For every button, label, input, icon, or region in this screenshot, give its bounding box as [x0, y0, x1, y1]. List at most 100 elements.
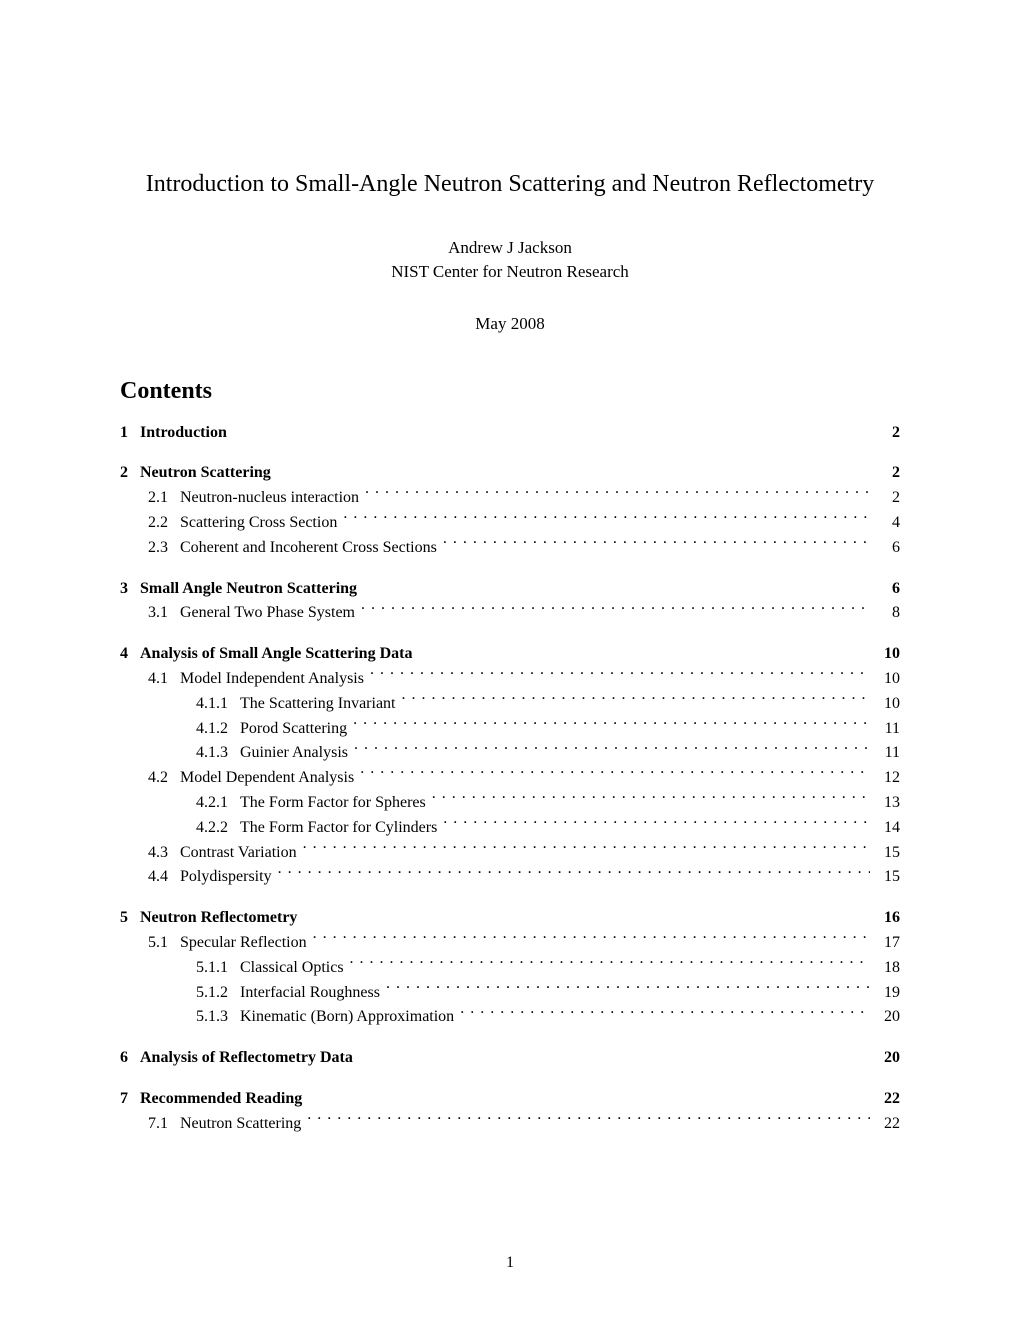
toc-number: 5.1.3 — [196, 1005, 228, 1030]
affiliation: NIST Center for Neutron Research — [120, 262, 900, 282]
toc-row: 1 Introduction 2 — [120, 421, 900, 446]
toc-number: 7.1 — [148, 1112, 168, 1137]
toc-dots — [370, 667, 870, 683]
toc-number: 5 — [120, 906, 128, 931]
toc-page: 8 — [876, 601, 900, 626]
toc-number: 4 — [120, 642, 128, 667]
toc-page: 12 — [876, 766, 900, 791]
toc-number: 7 — [120, 1087, 128, 1112]
toc-number: 5.1.2 — [196, 981, 228, 1006]
toc-number: 5.1.1 — [196, 956, 228, 981]
toc-row: 4.3 Contrast Variation 15 — [120, 841, 900, 866]
toc-label: The Form Factor for Cylinders — [240, 816, 437, 841]
toc-row: 3.1 General Two Phase System 8 — [120, 601, 900, 626]
toc-dots — [350, 956, 870, 972]
toc-label: Scattering Cross Section — [180, 511, 337, 536]
toc-label: Polydispersity — [180, 865, 272, 890]
toc-dots — [303, 841, 870, 857]
toc-number: 4.2.1 — [196, 791, 228, 816]
toc-row: 4.2Model Dependent Analysis12 — [120, 766, 900, 791]
toc-label: Guinier Analysis — [240, 741, 348, 766]
toc-label: Model Independent Analysis — [180, 667, 364, 692]
toc-page: 6 — [876, 536, 900, 561]
toc-label: Introduction — [140, 421, 227, 446]
toc-row: 4.2.1The Form Factor for Spheres13 — [120, 791, 900, 816]
toc-row: 5.1.1Classical Optics18 — [120, 956, 900, 981]
toc-page: 17 — [876, 931, 900, 956]
toc-number: 2.1 — [148, 486, 168, 511]
toc-number: 5.1 — [148, 931, 168, 956]
toc-dots — [360, 766, 870, 782]
author: Andrew J Jackson — [120, 238, 900, 258]
toc-number: 4.3 — [148, 841, 168, 866]
toc-row: 7Recommended Reading22 — [120, 1087, 900, 1112]
date: May 2008 — [120, 314, 900, 334]
toc-row: 5 Neutron Reflectometry 16 — [120, 906, 900, 931]
toc-number: 4.1 — [148, 667, 168, 692]
toc-row: 3Small Angle Neutron Scattering6 — [120, 577, 900, 602]
toc-page: 11 — [876, 717, 900, 742]
toc-label: Classical Optics — [240, 956, 344, 981]
toc-row: 5.1.3 Kinematic (Born) Approximation 20 — [120, 1005, 900, 1030]
toc-page: 15 — [876, 841, 900, 866]
toc-page: 2 — [876, 421, 900, 446]
toc-row: 5.1.2Interfacial Roughness19 — [120, 981, 900, 1006]
toc-label: Kinematic (Born) Approximation — [240, 1005, 454, 1030]
toc-dots — [278, 865, 870, 881]
toc-label: The Scattering Invariant — [240, 692, 396, 717]
toc-page: 15 — [876, 865, 900, 890]
toc-dots — [361, 601, 870, 617]
toc-row: 4.1 Model Independent Analysis 10 — [120, 667, 900, 692]
toc-number: 4.2.2 — [196, 816, 228, 841]
toc-dots — [402, 692, 871, 708]
toc-page: 20 — [876, 1046, 900, 1071]
toc-dots — [443, 816, 870, 832]
toc-number: 1 — [120, 421, 128, 446]
toc-number: 2 — [120, 461, 128, 486]
toc-dots — [343, 511, 870, 527]
page-container: Introduction to Small-Angle Neutron Scat… — [0, 0, 1020, 1177]
toc-dots — [386, 981, 870, 997]
toc-page: 10 — [876, 692, 900, 717]
toc-page: 20 — [876, 1005, 900, 1030]
toc-dots — [354, 741, 870, 757]
toc-number: 6 — [120, 1046, 128, 1071]
toc-label: Analysis of Small Angle Scattering Data — [140, 642, 412, 667]
toc-page: 22 — [876, 1087, 900, 1112]
toc-row: 4.1.3 Guinier Analysis 11 — [120, 741, 900, 766]
toc-number: 4.1.2 — [196, 717, 228, 742]
toc-number: 4.1.3 — [196, 741, 228, 766]
toc-page: 14 — [876, 816, 900, 841]
toc-label: Specular Reflection — [180, 931, 307, 956]
toc-label: Contrast Variation — [180, 841, 297, 866]
toc-number: 3.1 — [148, 601, 168, 626]
toc-label: General Two Phase System — [180, 601, 355, 626]
page-number: 1 — [0, 1254, 1020, 1272]
toc-page: 19 — [876, 981, 900, 1006]
toc-page: 22 — [876, 1112, 900, 1137]
toc-row: 4.1.2 Porod Scattering 11 — [120, 717, 900, 742]
toc-page: 11 — [876, 741, 900, 766]
toc-dots — [460, 1005, 870, 1021]
toc-number: 4.2 — [148, 766, 168, 791]
toc-row: 6Analysis of Reflectometry Data20 — [120, 1046, 900, 1071]
toc-label: Porod Scattering — [240, 717, 347, 742]
toc-dots — [353, 717, 870, 733]
toc-label: Neutron Scattering — [180, 1112, 301, 1137]
toc-label: Neutron Scattering — [140, 461, 271, 486]
toc-row: 4.1.1 The Scattering Invariant 10 — [120, 692, 900, 717]
toc-page: 10 — [876, 667, 900, 692]
toc-label: Neutron-nucleus interaction — [180, 486, 359, 511]
contents-heading: Contents — [120, 378, 900, 405]
toc-row: 4.2.2 The Form Factor for Cylinders 14 — [120, 816, 900, 841]
toc-label: Neutron Reflectometry — [140, 906, 297, 931]
toc-dots — [307, 1112, 870, 1128]
toc-number: 4.1.1 — [196, 692, 228, 717]
toc-page: 16 — [876, 906, 900, 931]
toc-row: 7.1 Neutron Scattering 22 — [120, 1112, 900, 1137]
toc-number: 3 — [120, 577, 128, 602]
toc-row: 2.3Coherent and Incoherent Cross Section… — [120, 536, 900, 561]
toc-label: Small Angle Neutron Scattering — [140, 577, 357, 602]
toc-page: 10 — [876, 642, 900, 667]
toc-row: 5.1 Specular Reflection 17 — [120, 931, 900, 956]
